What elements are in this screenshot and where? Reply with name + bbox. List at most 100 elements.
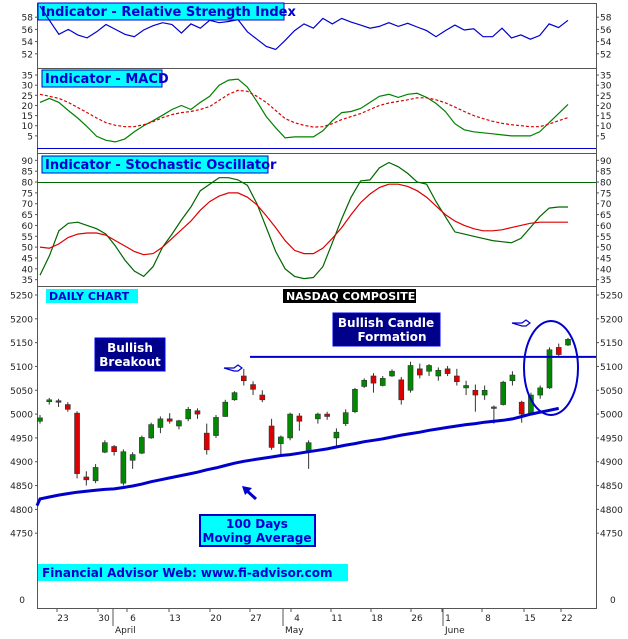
y-tick-left-macd: 5 [27,132,33,142]
candle-bullish [546,349,553,389]
y-tick-right-stochastic: 85 [600,168,611,178]
y-tick-left-stochastic: 60 [22,222,34,232]
footer-text: Financial Advisor Web: www.fi-advisor.co… [42,566,332,580]
candle-bullish [491,406,497,409]
moving-average-box: 100 Days Moving Average [199,514,316,547]
stoch-title-text: Indicator - Stochastic Oscillator [45,158,277,173]
price-tick-left: 4950 [10,434,33,444]
y-tick-left-macd: 15 [22,112,33,122]
arrow-up-left-icon [242,486,258,501]
rsi-title: Indicator - Relative Strength Index [37,2,296,21]
candle-bullish [278,436,284,444]
price-tick-right: 5250 [600,292,623,302]
y-tick-right-macd: 10 [600,122,612,132]
price-tick-left: 4900 [10,458,33,468]
candle-bullish [213,417,219,436]
x-tick-day: 8 [485,614,491,624]
price-tick-zero-right: 0 [610,596,616,606]
candle-bullish [222,401,229,417]
y-tick-left-stochastic: 35 [22,276,33,286]
candle-bullish [185,409,192,420]
price-tick-right: 5150 [600,339,623,349]
candle-bullish [500,381,506,405]
x-tick-day: 30 [98,614,110,624]
price-tick-left: 5050 [10,387,33,397]
candle-bearish [268,425,275,448]
price-tick-right: 4800 [600,506,623,516]
candle-bullish [407,365,414,391]
candle-bearish [518,401,525,415]
pointing-hand-icon [223,364,243,372]
price-tick-right: 4750 [600,530,623,540]
y-tick-left-macd: 25 [22,92,33,102]
candle-bullish [537,387,544,396]
x-tick-day: 15 [524,614,535,624]
x-tick-day: 18 [371,614,383,624]
candle-bullish [139,437,145,454]
price-tick-right: 5100 [600,363,623,373]
x-tick-day: 20 [210,614,222,624]
candle-bearish [203,432,210,451]
candle-bearish [166,418,173,422]
y-tick-right-macd: 20 [600,102,612,112]
y-tick-right-stochastic: 65 [600,211,611,221]
candle-bullish [389,370,395,377]
y-tick-right-stochastic: 70 [600,200,612,210]
bullish-candle-box: Bullish Candle Formation [332,312,441,347]
candle-bullish [46,399,53,403]
y-tick-right-stochastic: 45 [600,254,611,264]
y-tick-left-stochastic: 90 [22,157,34,167]
x-tick-month: May [285,626,304,635]
price-tick-right: 4850 [600,482,623,492]
pointing-hand-icon-2 [511,319,531,327]
price-tick-left: 5250 [10,292,33,302]
x-tick-day: 22 [561,614,572,624]
bullish-breakout-line1: Bullish [107,341,153,355]
price-tick-right: 5050 [600,387,623,397]
y-tick-right-rsi: 58 [600,14,612,24]
x-tick-day: 13 [169,614,180,624]
y-tick-right-macd: 15 [600,112,611,122]
candle-bearish [324,413,330,417]
y-tick-right-stochastic: 60 [600,222,612,232]
x-tick-day: 6 [130,614,136,624]
y-tick-left-stochastic: 75 [22,189,33,199]
chart-frame [37,3,597,609]
daily-chart-text: DAILY CHART [49,290,130,303]
y-tick-left-macd: 35 [22,72,33,82]
price-tick-left: 4850 [10,482,33,492]
candle-bullish [102,442,108,453]
rsi-title-text: Indicator - Relative Strength Index [41,5,296,20]
y-tick-right-stochastic: 75 [600,189,611,199]
moving-average-line1: 100 Days [226,517,288,531]
stochastic-series-1 [39,183,568,256]
y-tick-left-macd: 20 [22,102,34,112]
candle-bullish [287,413,293,439]
candle-bearish [472,389,479,396]
candle-bearish [444,368,451,374]
price-tick-zero-left: 0 [19,596,25,606]
candle-bearish [64,404,71,410]
moving-average-line [35,406,560,507]
y-tick-left-rsi: 54 [22,38,34,48]
candle-bullish [176,420,182,427]
candle-bullish [342,412,349,424]
price-tick-left: 4800 [10,506,33,516]
y-tick-right-stochastic: 80 [600,179,612,189]
candle-bearish [296,415,303,422]
stochastic-series-0 [39,161,568,280]
price-tick-right: 4900 [600,458,623,468]
symbol-label: NASDAQ COMPOSITE [283,289,416,303]
bullish-breakout-box: Bullish Breakout [94,337,166,372]
macd-title-text: Indicator - MACD [45,72,169,87]
price-tick-left: 4750 [10,530,33,540]
y-tick-left-stochastic: 80 [22,179,34,189]
x-tick-month: April [115,626,136,635]
price-tick-left: 5200 [10,315,33,325]
x-tick-day: 26 [411,614,423,624]
macd-series-0 [39,78,569,143]
candle-bearish [83,476,90,481]
y-tick-right-stochastic: 90 [600,157,612,167]
